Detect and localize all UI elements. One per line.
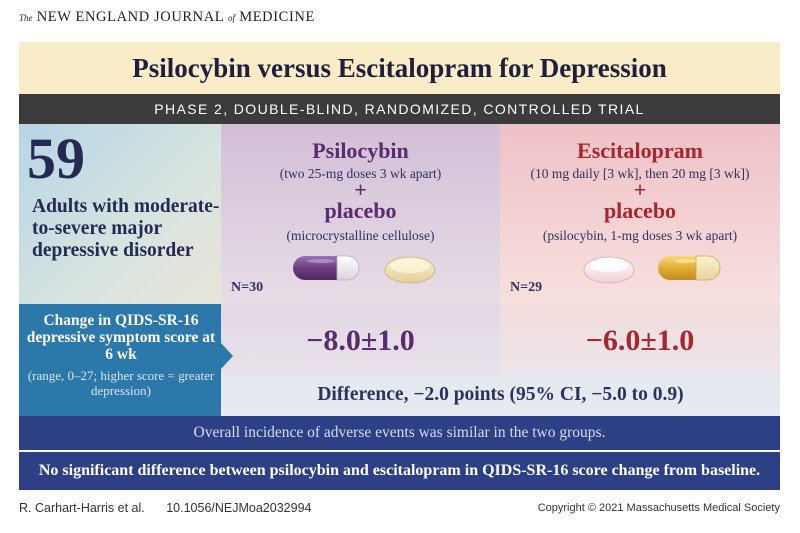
outcome-label: Change in QIDS-SR-16 depressive symptom …: [26, 312, 216, 363]
white-pink-tablet-icon: [583, 256, 635, 284]
psilocybin-arm-panel: Psilocybin (two 25-mg doses 3 wk apart) …: [221, 124, 500, 304]
conclusion-banner: No significant difference between psiloc…: [19, 452, 780, 490]
escitalopram-arm-plus: +: [633, 177, 647, 202]
citation: R. Carhart-Harris et al. 10.1056/NEJMoa2…: [19, 501, 311, 515]
doi: 10.1056/NEJMoa2032994: [166, 501, 312, 515]
escitalopram-arm-panel: Escitalopram (10 mg daily [3 wk], then 2…: [500, 124, 780, 304]
conclusion-text: No significant difference between psiloc…: [38, 462, 761, 479]
escitalopram-arm-pills: [583, 255, 721, 284]
cream-tablet-icon: [384, 256, 436, 284]
psilocybin-result: −8.0±1.0: [306, 324, 415, 357]
psilocybin-arm-name: Psilocybin: [312, 138, 409, 163]
page-title: Psilocybin versus Escitalopram for Depre…: [132, 52, 667, 83]
authors: R. Carhart-Harris et al.: [19, 501, 145, 515]
psilocybin-arm-n: N=30: [231, 280, 264, 295]
escitalopram-result: −6.0±1.0: [585, 324, 695, 357]
psilocybin-arm-placebo-desc: (microcrystalline cellulose): [286, 228, 435, 243]
outcome-arrow-icon: [221, 343, 233, 369]
yellow-capsule-icon: [658, 255, 721, 281]
psilocybin-arm-placebo: placebo: [324, 198, 397, 223]
journal-of: of: [227, 13, 235, 23]
escitalopram-arm-n: N=29: [510, 280, 543, 295]
journal-name: NEW ENGLAND JOURNAL: [36, 9, 224, 25]
title-banner: Psilocybin versus Escitalopram for Depre…: [19, 42, 780, 94]
journal-prefix: The: [19, 13, 33, 23]
psilocybin-arm-pills: [293, 255, 436, 284]
outcome-panel: Change in QIDS-SR-16 depressive symptom …: [19, 304, 221, 416]
adverse-events-text: Overall incidence of adverse events was …: [193, 424, 606, 441]
results-panel: −8.0±1.0 −6.0±1.0 Difference, −2.0 point…: [221, 304, 780, 416]
trial-type-banner: PHASE 2, DOUBLE-BLIND, RANDOMIZED, CONTR…: [19, 94, 780, 124]
population-panel: 59 Adults with moderate-to-severe major …: [19, 124, 221, 304]
adverse-events-banner: Overall incidence of adverse events was …: [19, 416, 780, 452]
outcome-range: (range, 0–27; higher score = greater dep…: [27, 368, 215, 398]
population-description: Adults with moderate-to-severe major dep…: [32, 196, 220, 261]
copyright: Copyright © 2021 Massachusetts Medical S…: [537, 502, 780, 514]
psilocybin-arm-dose: (two 25-mg doses 3 wk apart): [279, 166, 442, 181]
population-count: 59: [27, 126, 85, 191]
escitalopram-arm-name: Escitalopram: [577, 138, 703, 163]
trial-type: PHASE 2, DOUBLE-BLIND, RANDOMIZED, CONTR…: [154, 101, 645, 117]
escitalopram-result-background: [500, 304, 780, 376]
difference-statement: Difference, −2.0 points (95% CI, −5.0 to…: [317, 384, 684, 405]
escitalopram-arm-dose: (10 mg daily [3 wk], then 20 mg [3 wk]): [530, 166, 750, 181]
purple-white-capsule-icon: [293, 255, 360, 281]
psilocybin-result-background: [221, 304, 500, 376]
journal-name-end: MEDICINE: [239, 9, 315, 25]
escitalopram-arm-placebo-desc: (psilocybin, 1-mg doses 3 wk apart): [542, 228, 738, 243]
escitalopram-arm-placebo: placebo: [603, 198, 677, 223]
psilocybin-arm-plus: +: [354, 177, 367, 202]
journal-masthead: The NEW ENGLAND JOURNAL of MEDICINE: [19, 9, 315, 26]
